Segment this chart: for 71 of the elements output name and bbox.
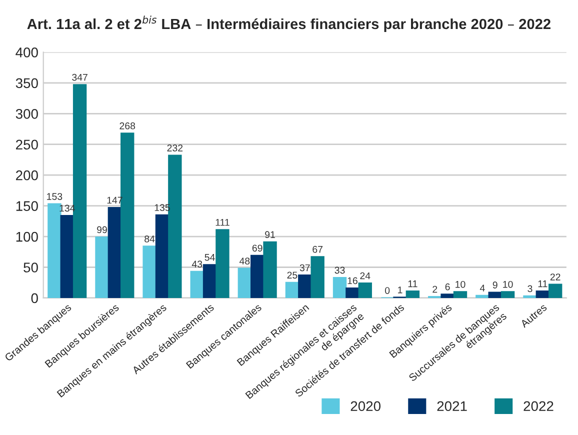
data-label: 153 — [47, 193, 62, 200]
data-label: 3 — [528, 285, 532, 292]
data-label: 11 — [408, 280, 418, 288]
data-label: 91 — [265, 231, 275, 238]
bar — [60, 214, 74, 298]
bar — [346, 287, 360, 298]
bar — [238, 268, 252, 298]
bar — [108, 206, 122, 298]
bar — [476, 294, 490, 298]
y-tick-label: 0 — [31, 293, 38, 304]
data-label: 54 — [204, 254, 215, 261]
data-label: 43 — [192, 260, 202, 268]
data-label: 268 — [120, 122, 136, 130]
data-label: 4 — [480, 284, 485, 292]
bar — [500, 291, 515, 298]
y-tick-label: 350 — [16, 78, 38, 88]
data-label: 24 — [360, 272, 370, 280]
data-label: 99 — [97, 226, 107, 234]
data-label: 33 — [334, 266, 345, 274]
bar — [406, 290, 420, 298]
data-label: 16 — [348, 277, 358, 284]
bar — [142, 246, 156, 298]
data-label: 69 — [252, 244, 262, 252]
data-label: 10 — [456, 280, 466, 288]
bar — [202, 264, 217, 298]
y-tick-label: 250 — [16, 140, 38, 150]
bar — [48, 203, 62, 298]
bar — [263, 241, 277, 298]
bar — [95, 236, 109, 298]
data-label: 111 — [216, 218, 230, 226]
chart-title: Art. 11a al. 2 et 2$^{bis}$ LBA – Intermédiaires financiers par branche 2020 – 2022 — [27, 16, 550, 32]
data-label: 10 — [503, 280, 513, 288]
bar — [548, 284, 562, 298]
data-label: 2 — [432, 286, 438, 293]
bar — [190, 270, 204, 298]
bar — [168, 154, 182, 298]
y-tick-label: 150 — [16, 201, 38, 211]
bar — [250, 254, 264, 298]
data-label: 37 — [300, 264, 310, 272]
data-label: 67 — [312, 246, 322, 253]
y-tick-label: 400 — [16, 48, 38, 58]
y-tick-label: 200 — [16, 170, 38, 180]
data-label: 48 — [239, 258, 250, 264]
data-label: 11 — [538, 280, 548, 288]
bar — [216, 229, 230, 298]
data-label: 84 — [144, 235, 155, 242]
bar — [120, 132, 134, 298]
data-label: 0 — [385, 287, 390, 294]
y-tick-label: 50 — [24, 262, 38, 272]
data-label: 25 — [287, 272, 298, 279]
legend-label: 2021 — [437, 401, 467, 412]
data-label: 22 — [550, 274, 560, 280]
bar — [298, 274, 312, 298]
legend-label: 2020 — [350, 401, 380, 412]
y-tick-label: 300 — [16, 108, 38, 119]
bar — [285, 282, 300, 298]
bar — [453, 291, 468, 298]
data-label: 232 — [167, 144, 183, 152]
bar — [440, 294, 454, 298]
legend-label: 2022 — [524, 401, 554, 412]
bar — [536, 290, 550, 298]
data-label: 9 — [492, 282, 498, 288]
bar — [155, 214, 170, 298]
bar — [358, 282, 372, 298]
y-tick-label: 100 — [16, 232, 38, 242]
bar — [488, 292, 502, 298]
data-label: 347 — [72, 74, 88, 81]
bar — [310, 256, 324, 298]
data-label: 1 — [398, 286, 402, 294]
data-label: 6 — [445, 283, 450, 290]
bar — [332, 277, 347, 298]
